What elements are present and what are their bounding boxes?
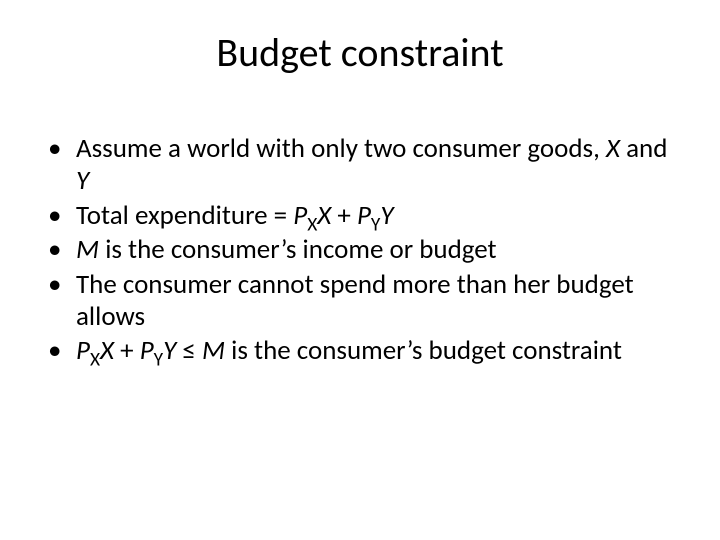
bullet-list: Assume a world with only two consumer go… bbox=[36, 133, 684, 368]
list-item: Total expenditure = PXX + PYY bbox=[48, 200, 684, 232]
list-item: Assume a world with only two consumer go… bbox=[48, 133, 684, 198]
list-item: M is the consumer’s income or budget bbox=[48, 234, 684, 266]
list-item: PXX + PYY ≤ M is the consumer’s budget c… bbox=[48, 335, 684, 367]
slide-title: Budget constraint bbox=[36, 28, 684, 77]
list-item: The consumer cannot spend more than her … bbox=[48, 269, 684, 334]
